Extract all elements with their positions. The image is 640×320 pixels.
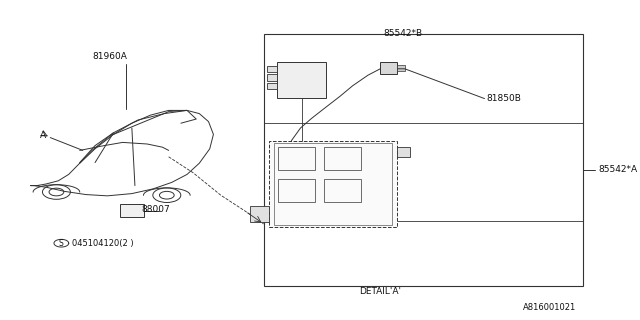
- Text: A: A: [40, 131, 46, 140]
- Bar: [324, 179, 360, 202]
- Bar: [397, 65, 404, 71]
- Bar: [267, 74, 277, 81]
- Text: 85542*B: 85542*B: [383, 29, 422, 38]
- Text: 81960A: 81960A: [92, 52, 127, 60]
- Bar: [269, 141, 397, 227]
- Bar: [278, 179, 315, 202]
- Bar: [267, 66, 277, 72]
- Bar: [267, 83, 277, 89]
- Text: 85542*A: 85542*A: [598, 165, 637, 174]
- Bar: [324, 147, 360, 170]
- Text: 045104120(2 ): 045104120(2 ): [72, 239, 133, 248]
- Bar: [264, 34, 582, 286]
- Text: DETAIL'A': DETAIL'A': [359, 287, 401, 296]
- Bar: [397, 147, 410, 157]
- Text: 81850B: 81850B: [486, 94, 521, 103]
- Bar: [380, 62, 397, 74]
- Bar: [278, 147, 315, 170]
- Text: 88007: 88007: [141, 205, 170, 214]
- Bar: [273, 143, 392, 225]
- Bar: [277, 62, 326, 98]
- Bar: [120, 204, 144, 217]
- Text: S: S: [59, 239, 64, 248]
- Bar: [250, 206, 269, 222]
- Text: A816001021: A816001021: [522, 303, 576, 312]
